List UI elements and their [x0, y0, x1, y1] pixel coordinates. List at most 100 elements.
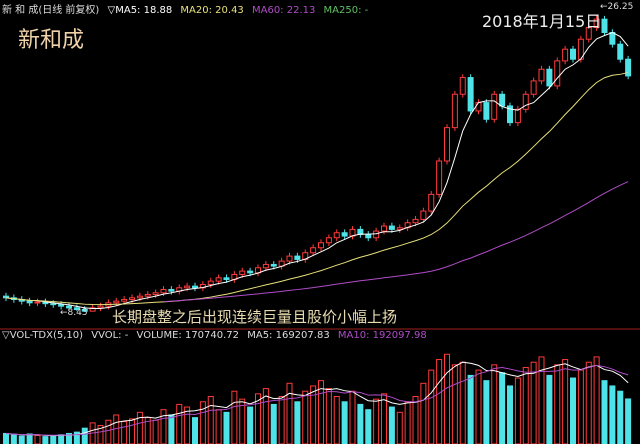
- volume-bar: [192, 417, 198, 444]
- candle-body: [247, 270, 254, 274]
- volume-bar: [310, 385, 317, 444]
- volume-bar: [388, 406, 395, 444]
- annotation: 长期盘整之后出现连续巨量且股价小幅上扬: [112, 308, 398, 326]
- volume-bar: [349, 390, 356, 444]
- candle-body: [522, 93, 529, 110]
- candle-body: [444, 127, 450, 162]
- candle-body: [223, 277, 230, 280]
- ma5-value: ▽MA5: 18.88: [107, 5, 173, 16]
- candle-body: [129, 297, 135, 300]
- high-marker: ←26.25: [600, 2, 634, 12]
- volume-bar: [625, 398, 632, 444]
- volume-bar: [168, 414, 175, 444]
- candle-body: [388, 225, 395, 230]
- ma5-line: [5, 31, 629, 309]
- candle-body: [26, 300, 33, 304]
- volume-bar: [483, 380, 490, 444]
- candle-body: [333, 232, 340, 239]
- volume-bar: [144, 417, 151, 444]
- volume-bar: [255, 393, 261, 444]
- vol-ma5-value: MA5: 169207.83: [247, 330, 330, 341]
- low-marker: ←8.45: [60, 308, 88, 318]
- candle-body: [562, 48, 569, 62]
- volume-bar: [514, 377, 521, 444]
- volume-bar: [451, 364, 458, 444]
- volume-bar: [522, 366, 529, 444]
- volume-bar: [357, 403, 364, 444]
- volume-bar: [530, 361, 537, 444]
- ma20-value: MA20: 20.43: [180, 5, 244, 16]
- candle-body: [436, 160, 443, 195]
- ma60-value: MA60: 22.13: [251, 5, 316, 16]
- candle-body: [459, 77, 466, 95]
- candle-body: [530, 80, 537, 95]
- candle-body: [318, 242, 324, 249]
- candle-body: [617, 43, 624, 60]
- volume-bar: [333, 396, 340, 444]
- candle-body: [554, 60, 561, 87]
- volume-bar: [467, 374, 474, 444]
- candle-body: [215, 277, 222, 282]
- candle-body: [483, 102, 490, 120]
- volume-bar: [444, 353, 450, 444]
- volume-bar: [121, 421, 128, 444]
- vol-ma5-line: [5, 361, 629, 437]
- volume-bar: [396, 411, 403, 444]
- candle-body: [136, 295, 143, 299]
- volume-bar: [609, 385, 616, 444]
- candle-body: [514, 108, 521, 124]
- volume-bar: [160, 409, 167, 444]
- candle-body: [144, 293, 151, 297]
- candle-body: [89, 307, 96, 312]
- candle-body: [451, 93, 458, 129]
- vvol-value: VVOL: -: [91, 330, 129, 341]
- candle-body: [50, 303, 57, 306]
- volume-bar: [302, 390, 309, 444]
- volume-bar: [278, 396, 285, 444]
- candle-body: [593, 18, 600, 29]
- volume-bar: [18, 435, 25, 444]
- volume-bar: [50, 435, 57, 444]
- volume-bar: [341, 401, 348, 444]
- candle-body: [294, 255, 301, 260]
- volume-bar: [294, 401, 301, 444]
- volume-bar: [577, 369, 584, 444]
- volume-bar: [58, 434, 65, 444]
- volume-bar: [570, 377, 576, 444]
- volume-bar: [152, 419, 159, 444]
- candle-body: [81, 308, 88, 312]
- candle-body: [192, 285, 198, 289]
- candle-body: [601, 18, 608, 34]
- candle-body: [113, 300, 120, 304]
- volume-bar: [113, 414, 120, 444]
- candle-body: [97, 305, 104, 309]
- volume-bar: [428, 369, 435, 444]
- volume-bar: [318, 380, 324, 444]
- volume-bar: [42, 436, 49, 444]
- candle-body: [373, 230, 380, 239]
- volume-bar: [184, 406, 191, 444]
- stock-name: 新 和 成(日线 前复权): [2, 5, 100, 16]
- candle-body: [609, 32, 616, 45]
- candle-body: [491, 93, 498, 120]
- volume-bar: [286, 382, 293, 444]
- volume-bar: [223, 411, 230, 444]
- volume-bar: [404, 401, 411, 444]
- volume-header: ▽VOL-TDX(5,10) VVOL: - VOLUME: 170740.72…: [2, 330, 432, 341]
- volume-bar: [412, 396, 419, 444]
- candle-body: [286, 255, 293, 262]
- candle-body: [499, 93, 506, 107]
- candle-body: [420, 210, 427, 220]
- volume-bar: [81, 427, 88, 444]
- volume-bar: [491, 364, 498, 444]
- candle-body: [270, 263, 277, 267]
- ma250-value: MA250: -: [323, 5, 369, 16]
- volume-bar: [507, 385, 513, 444]
- volume-bar: [3, 432, 9, 444]
- candle-body: [475, 102, 482, 112]
- volume-bar: [365, 409, 372, 444]
- candle-body: [160, 288, 167, 294]
- volume-bar: [34, 435, 41, 444]
- candle-body: [58, 303, 65, 307]
